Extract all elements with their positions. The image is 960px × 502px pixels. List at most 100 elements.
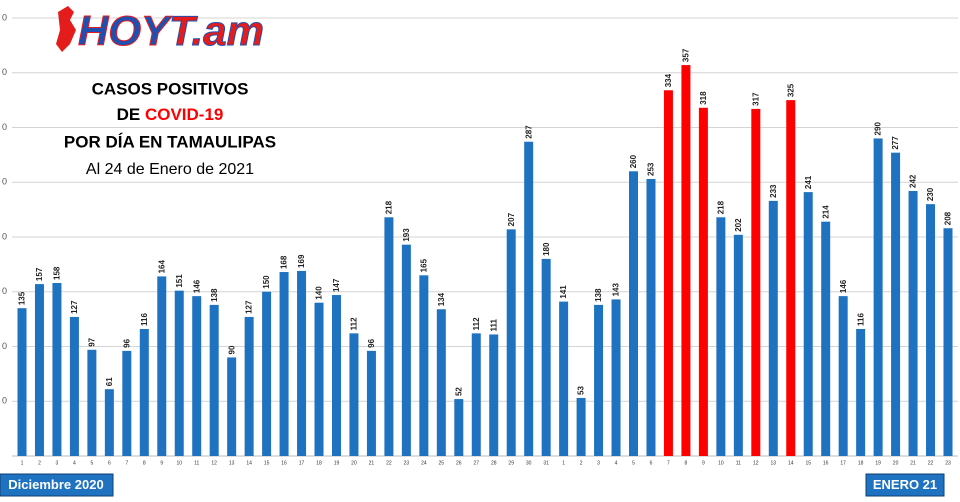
value-label: 165 [419, 258, 428, 272]
chart-title: CASOS POSITIVOS [92, 79, 249, 98]
value-label: 135 [18, 291, 27, 305]
logo-right: T.am [169, 7, 264, 54]
x-tick-label: 20 [351, 460, 357, 466]
bar [209, 304, 219, 456]
bar [104, 389, 114, 456]
bar [663, 90, 673, 457]
value-label: 242 [909, 174, 918, 188]
value-label: 208 [944, 211, 953, 225]
bar [786, 100, 796, 456]
x-tick-label: 11 [736, 460, 741, 466]
y-tick-label: 0 [2, 177, 7, 187]
x-tick-label: 22 [928, 460, 934, 466]
value-label: 146 [192, 279, 201, 293]
bar [768, 200, 778, 456]
x-tick-label: 17 [299, 460, 305, 466]
value-label: 127 [245, 300, 254, 314]
title-highlight: COVID-19 [145, 105, 223, 124]
x-tick-label: 2 [580, 460, 583, 466]
value-label: 193 [402, 228, 411, 242]
x-tick-label: 8 [143, 460, 146, 466]
bar [279, 272, 289, 456]
bar [157, 276, 167, 456]
y-tick-label: 0 [2, 341, 7, 351]
bar [366, 350, 376, 456]
x-tick-label: 27 [473, 460, 479, 466]
date-note: Al 24 de Enero de 2021 [86, 161, 254, 178]
value-label: 134 [437, 292, 446, 306]
value-label: 61 [105, 377, 114, 386]
value-label: 230 [926, 187, 935, 201]
value-label: 96 [367, 338, 376, 347]
value-label: 53 [577, 386, 586, 395]
y-tick-label: 0 [2, 12, 7, 22]
x-tick-label: 7 [667, 460, 670, 466]
value-label: 253 [647, 162, 656, 176]
x-tick-label: 19 [875, 460, 881, 466]
bar [698, 107, 708, 456]
bar [716, 217, 726, 456]
x-tick-label: 1 [562, 460, 565, 466]
x-tick-label: 10 [718, 460, 724, 466]
period-box [865, 473, 945, 497]
y-tick-label: 0 [2, 67, 7, 77]
value-label: 317 [751, 92, 760, 106]
bar [873, 138, 883, 456]
bar [244, 316, 254, 456]
bar [17, 308, 27, 456]
value-label: 140 [315, 286, 324, 300]
value-label: 233 [769, 184, 778, 198]
value-label: 150 [262, 275, 271, 289]
x-tick-label: 8 [685, 460, 688, 466]
y-tick-label: 0 [2, 122, 7, 132]
bar [349, 333, 359, 456]
value-label: 164 [157, 260, 166, 274]
logo: HOYT.am [78, 7, 264, 54]
y-tick-label: 0 [2, 396, 7, 406]
x-tick-label: 15 [805, 460, 811, 466]
x-tick-label: 5 [90, 460, 93, 466]
x-tick-label: 21 [369, 460, 375, 466]
value-label: 146 [839, 279, 848, 293]
x-tick-label: 24 [421, 460, 427, 466]
bar [594, 304, 604, 456]
x-tick-label: 15 [264, 460, 270, 466]
bar [733, 234, 743, 456]
bar [122, 350, 132, 456]
bar [926, 204, 936, 456]
bar [629, 171, 639, 457]
period-label: ENERO 21 [873, 477, 937, 492]
value-label: 96 [122, 338, 131, 347]
grid: 0 0 0 0 0 0 0 0 [2, 12, 958, 457]
x-tick-label: 23 [404, 460, 410, 466]
bar [524, 141, 534, 457]
value-label: 97 [87, 337, 96, 346]
x-tick-label: 3 [597, 460, 600, 466]
x-tick-label: 14 [246, 460, 252, 466]
value-label: 112 [472, 317, 481, 330]
value-label: 202 [734, 218, 743, 232]
bar [506, 229, 516, 456]
bar [908, 191, 918, 456]
value-label: 207 [507, 212, 516, 226]
x-tick-label: 28 [491, 460, 497, 466]
value-label: 116 [856, 313, 865, 326]
bar [69, 316, 79, 456]
bar [262, 291, 272, 456]
x-tick-label: 14 [788, 460, 794, 466]
value-label: 111 [489, 318, 498, 331]
value-label: 260 [629, 154, 638, 168]
x-tick-label: 3 [56, 460, 59, 466]
bar [227, 357, 237, 456]
value-label: 143 [612, 283, 621, 297]
x-tick-label: 13 [229, 460, 235, 466]
bar [576, 397, 586, 456]
bars: 1135215731584127597661796811691641015111… [17, 48, 953, 466]
title-line: DE COVID-19 [117, 105, 224, 124]
x-tick-label: 11 [194, 460, 199, 466]
value-label: 218 [385, 200, 394, 214]
bar [681, 65, 691, 457]
value-label: 287 [524, 125, 533, 139]
value-label: 218 [716, 200, 725, 214]
